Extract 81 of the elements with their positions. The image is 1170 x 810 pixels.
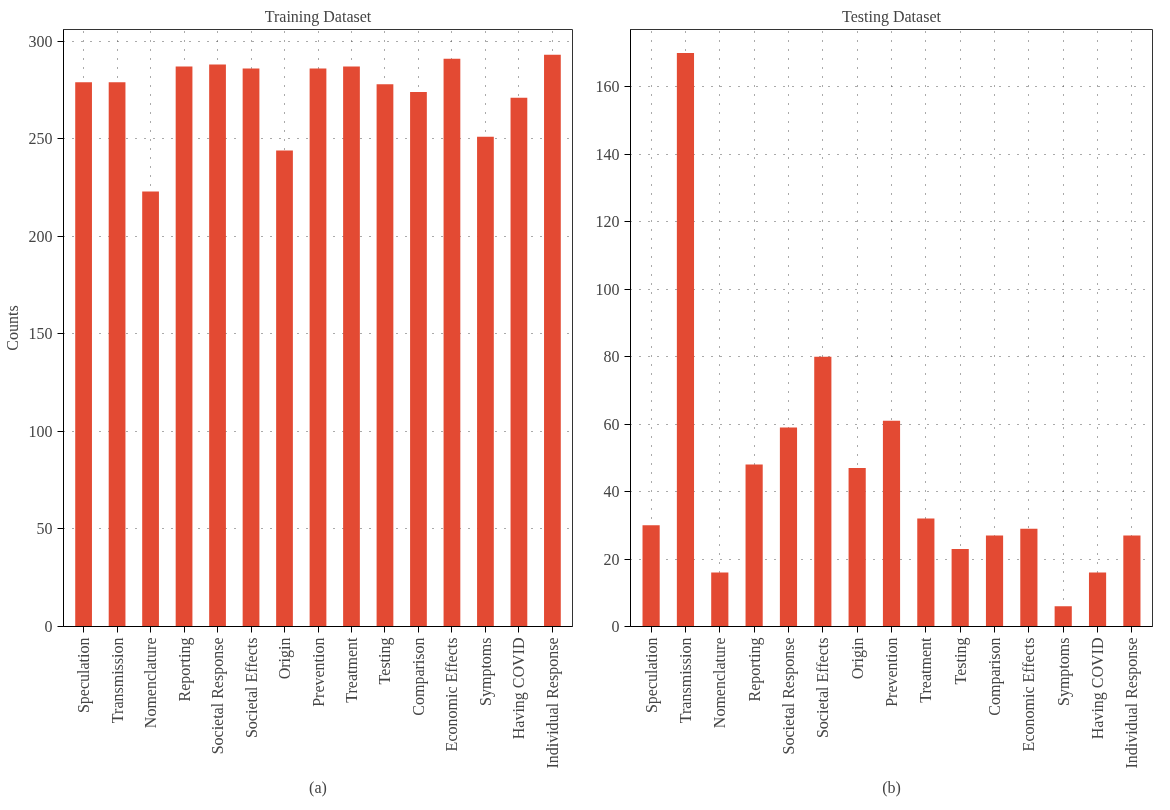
- y-tick-label: 0: [44, 618, 53, 635]
- x-tick-label: Economic Effects: [1020, 637, 1038, 752]
- bar: [1123, 535, 1141, 627]
- bar: [276, 150, 293, 627]
- y-tick-label: 20: [603, 550, 620, 568]
- chart-title: Training Dataset: [264, 7, 372, 26]
- x-tick-label: Societal Effects: [242, 637, 260, 739]
- x-tick-label: Individual Response: [1123, 637, 1142, 769]
- bar: [814, 356, 832, 627]
- y-tick-label: 140: [595, 145, 620, 163]
- x-tick-label: Prevention: [883, 637, 900, 707]
- bar: [544, 54, 561, 627]
- bar: [309, 68, 327, 627]
- bar: [209, 64, 226, 627]
- y-tick-label: 150: [28, 325, 53, 343]
- x-tick-label: Origin: [848, 637, 867, 680]
- bar: [642, 525, 660, 627]
- bar: [410, 91, 427, 627]
- x-tick-label: Transmission: [108, 637, 126, 724]
- y-tick-label: 0: [611, 618, 620, 635]
- y-tick-label: 50: [36, 520, 53, 538]
- y-tick-label: 250: [28, 130, 53, 148]
- x-tick-label: Societal Effects: [814, 637, 832, 739]
- x-tick-label: Symptoms: [1054, 637, 1073, 706]
- x-tick-label: Economic Effects: [443, 637, 461, 752]
- x-tick-label: Reporting: [745, 637, 764, 702]
- x-tick-label: Treatment: [917, 636, 935, 703]
- y-tick-label: 160: [595, 78, 620, 96]
- bar: [477, 136, 494, 627]
- bar: [882, 420, 901, 627]
- x-tick-label: Nomenclature: [711, 637, 729, 729]
- y-tick-label: 40: [603, 483, 620, 501]
- bar: [711, 572, 729, 627]
- x-tick-label: Origin: [276, 637, 295, 680]
- y-tick-label: 60: [603, 415, 620, 433]
- x-tick-label: Comparison: [986, 637, 1005, 716]
- bar: [343, 66, 360, 627]
- bar: [242, 68, 260, 627]
- bar: [1054, 606, 1072, 627]
- bar: [951, 548, 969, 627]
- x-tick-label: Treatment: [342, 636, 360, 703]
- x-tick-label: Speculation: [75, 637, 94, 714]
- y-tick-label: 300: [28, 32, 53, 50]
- bar: [443, 58, 461, 627]
- y-tick-label: 200: [28, 227, 53, 245]
- y-tick-label: 100: [595, 280, 620, 298]
- bar: [745, 464, 763, 627]
- bar: [142, 191, 159, 627]
- y-tick-label: 100: [28, 422, 53, 440]
- bar: [1088, 572, 1107, 627]
- x-tick-label: Prevention: [309, 637, 327, 707]
- x-tick-label: Comparison: [409, 637, 428, 716]
- bar: [175, 66, 193, 627]
- y-tick-label: 120: [595, 213, 620, 231]
- x-tick-label: Transmission: [676, 637, 694, 724]
- x-tick-label: Testing: [951, 637, 970, 685]
- bar: [848, 467, 866, 627]
- chart-title: Testing Dataset: [842, 7, 942, 26]
- bar: [917, 518, 935, 627]
- x-tick-label: Societal Response: [209, 637, 228, 755]
- bar: [376, 84, 394, 627]
- y-tick-label: 80: [603, 348, 620, 366]
- text: (b): [882, 778, 901, 797]
- text: (a): [309, 778, 327, 797]
- bar: [985, 535, 1004, 627]
- bar: [510, 97, 528, 627]
- bar: [108, 82, 126, 627]
- x-tick-label: Individual Response: [543, 637, 562, 769]
- x-tick-label: Testing: [376, 637, 395, 685]
- bar: [779, 427, 798, 627]
- x-tick-label: Speculation: [642, 637, 661, 714]
- x-tick-label: Societal Response: [779, 637, 798, 755]
- bar: [75, 82, 92, 627]
- x-tick-label: Reporting: [175, 637, 194, 702]
- y-axis-title: Counts: [3, 305, 21, 351]
- x-tick-label: Nomenclature: [142, 637, 160, 729]
- x-tick-label: Having COVID: [510, 637, 529, 740]
- bar: [676, 53, 695, 627]
- x-tick-label: Having COVID: [1089, 637, 1108, 740]
- x-tick-label: Symptoms: [476, 637, 495, 706]
- bar: [1020, 528, 1038, 627]
